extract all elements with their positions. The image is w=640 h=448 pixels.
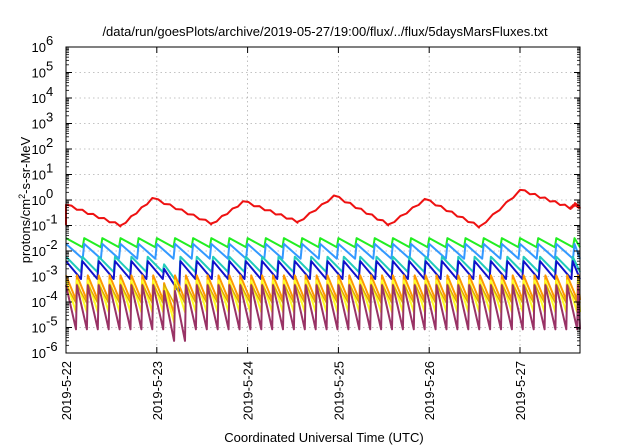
y-tick-base: 10 <box>32 117 46 132</box>
y-tick-label: 10 <box>32 66 46 81</box>
y-tick-label: 10 <box>32 321 46 336</box>
y-tick-base: 10 <box>32 321 46 336</box>
y-tick-base: 10 <box>32 346 46 361</box>
y-tick-base: 10 <box>32 168 46 183</box>
y-tick-base: 10 <box>32 40 46 55</box>
x-axis: 2019-5-22 2019-5-23 2019-5-24 2019-5-25 2019… <box>59 47 528 420</box>
y-tick-exponent: 6 <box>46 33 53 48</box>
y-axis-label: protons/cm2-s-sr-MeV <box>17 136 33 263</box>
y-tick-label: 10 <box>32 219 46 234</box>
y-tick-base: 10 <box>32 193 46 208</box>
y-tick-label: 10 <box>32 270 46 285</box>
y-axis-label-exponent: 2 <box>17 194 27 199</box>
series-purple <box>65 284 581 342</box>
x-tick-label: 2019-5-24 <box>241 361 256 420</box>
y-tick-exponent: 2 <box>46 135 53 150</box>
y-tick-base: 10 <box>32 142 46 157</box>
x-axis-label: Coordinated Universal Time (UTC) <box>224 430 423 445</box>
y-tick-label: 10 <box>32 295 46 310</box>
y-axis-label-main: protons/cm <box>18 199 33 263</box>
y-tick-exponent: -5 <box>46 314 58 329</box>
y-tick-exponent: 4 <box>46 84 53 99</box>
y-axis: 10 -610 -510 -410 -310 -210 -110 010 110 210 310 41… <box>32 33 580 361</box>
y-tick-base: 10 <box>32 270 46 285</box>
x-tick-label: 2019-5-27 <box>513 361 528 420</box>
y-tick-base: 10 <box>32 244 46 259</box>
y-tick-exponent: 1 <box>46 161 53 176</box>
x-tick-label: 2019-5-25 <box>331 361 346 420</box>
y-tick-exponent: -4 <box>46 288 58 303</box>
y-tick-label: 10 <box>32 40 46 55</box>
y-tick-exponent: 0 <box>46 186 53 201</box>
y-tick-label: 10 <box>32 142 46 157</box>
y-tick-base: 10 <box>32 219 46 234</box>
y-tick-exponent: -2 <box>46 237 58 252</box>
y-tick-base: 10 <box>32 66 46 81</box>
y-tick-exponent: 5 <box>46 59 53 74</box>
series-group <box>65 188 581 342</box>
series-green <box>65 237 581 249</box>
y-tick-label: 10 <box>32 193 46 208</box>
y-tick-exponent: -6 <box>46 339 58 354</box>
y-axis-label-units: -s-sr-MeV <box>18 136 33 193</box>
series-red <box>65 188 581 229</box>
y-tick-base: 10 <box>32 295 46 310</box>
y-tick-label: 10 <box>32 244 46 259</box>
y-tick-exponent: -3 <box>46 263 58 278</box>
y-tick-label: 10 <box>32 117 46 132</box>
x-tick-label: 2019-5-22 <box>59 361 74 420</box>
y-tick-label: 10 <box>32 168 46 183</box>
y-tick-base: 10 <box>32 91 46 106</box>
x-tick-label: 2019-5-26 <box>422 361 437 420</box>
x-tick-label: 2019-5-23 <box>150 361 165 420</box>
grid-lines <box>66 47 580 353</box>
y-tick-label: 10 <box>32 91 46 106</box>
series-lightblue <box>65 242 581 260</box>
chart-title: /data/run/goesPlots/archive/2019-05-27/1… <box>102 24 548 39</box>
y-tick-label: 10 <box>32 346 46 361</box>
y-tick-exponent: 3 <box>46 110 53 125</box>
y-tick-exponent: -1 <box>46 212 58 227</box>
series-darkblue <box>65 260 581 294</box>
